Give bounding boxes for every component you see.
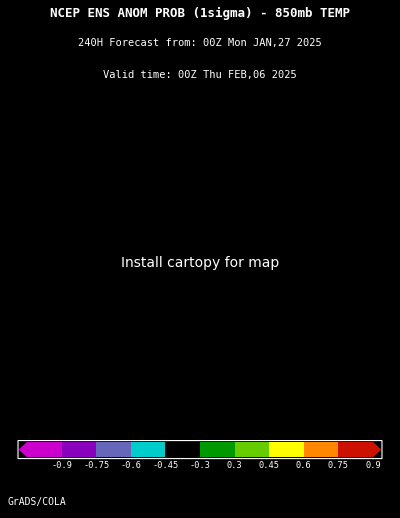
Text: 240H Forecast from: 00Z Mon JAN,27 2025: 240H Forecast from: 00Z Mon JAN,27 2025 [78,38,322,49]
Polygon shape [19,442,27,457]
Text: -0.75: -0.75 [83,461,109,470]
Bar [304,442,338,457]
Text: Valid time: 00Z Thu FEB,06 2025: Valid time: 00Z Thu FEB,06 2025 [103,70,297,80]
Text: -0.9: -0.9 [51,461,72,470]
Text: -0.3: -0.3 [190,461,210,470]
Text: 0.45: 0.45 [259,461,280,470]
Bar [27,442,62,457]
Bar [269,442,304,457]
Polygon shape [373,442,381,457]
Bar [200,442,234,457]
Bar [338,442,373,457]
Text: 0.3: 0.3 [227,461,242,470]
Text: 0.9: 0.9 [365,461,381,470]
Bar [234,442,269,457]
Text: 0.6: 0.6 [296,461,312,470]
Bar [62,442,96,457]
Bar [131,442,166,457]
Text: 0.75: 0.75 [328,461,349,470]
Text: -0.6: -0.6 [120,461,141,470]
Text: GrADS/COLA: GrADS/COLA [8,497,67,507]
Bar [96,442,131,457]
Text: Install cartopy for map: Install cartopy for map [121,256,279,270]
Text: -0.45: -0.45 [152,461,178,470]
Text: NCEP ENS ANOM PROB (1sigma) - 850mb TEMP: NCEP ENS ANOM PROB (1sigma) - 850mb TEMP [50,7,350,20]
Bar [166,442,200,457]
